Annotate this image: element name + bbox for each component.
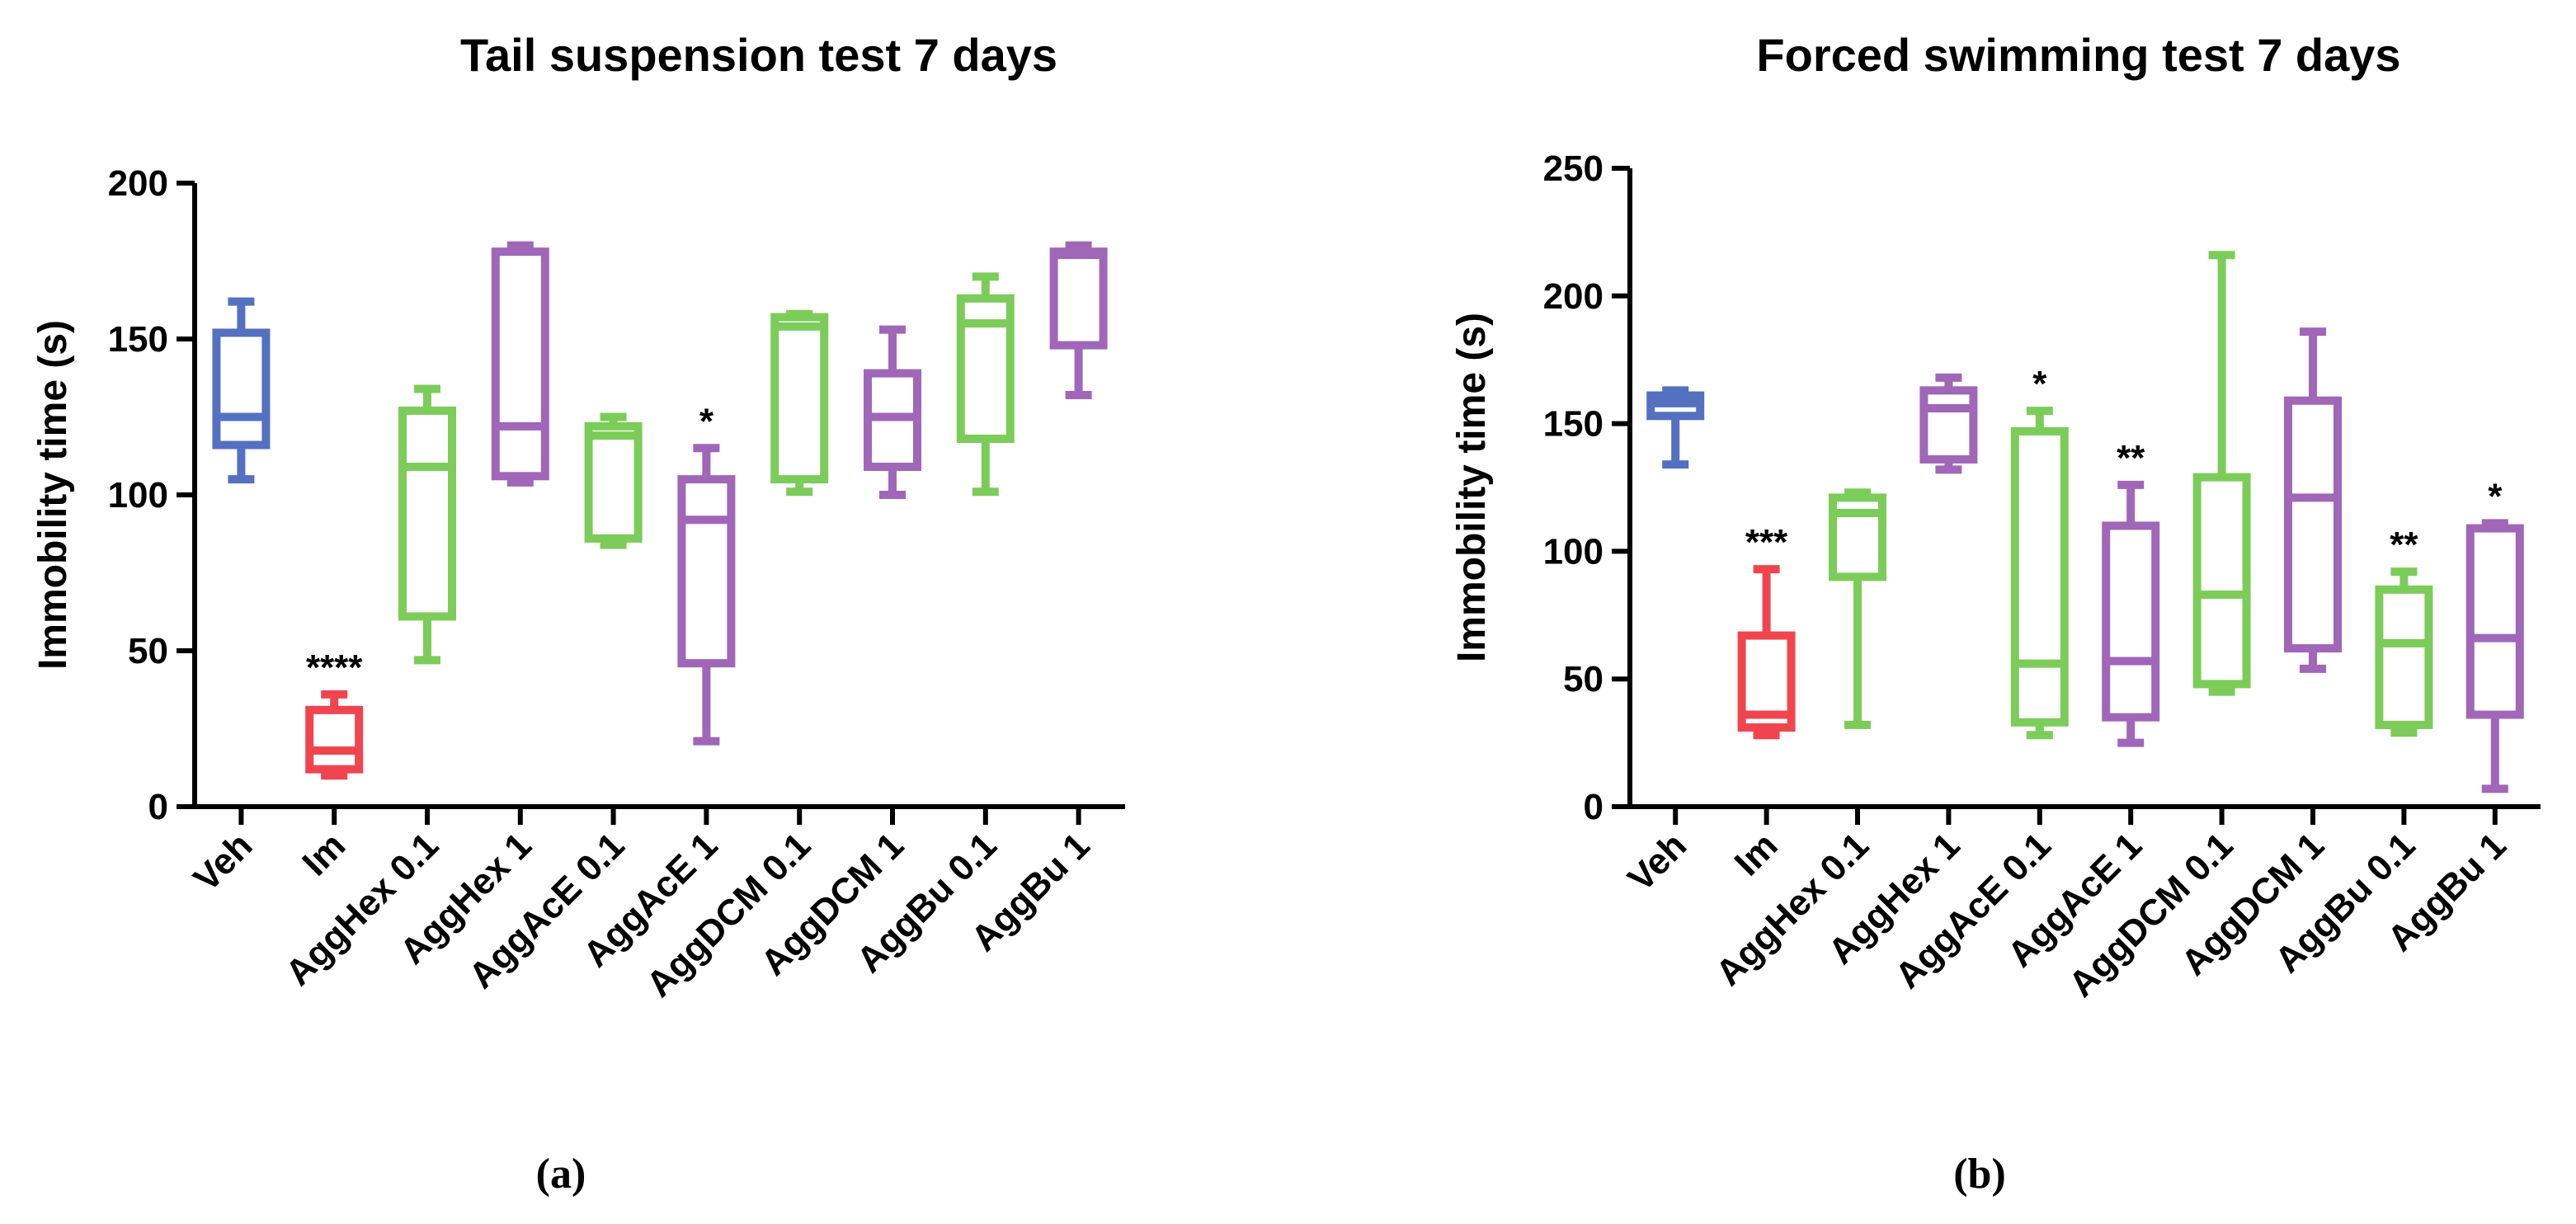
y-tick-label: 0: [148, 787, 168, 827]
y-tick-label: 50: [128, 631, 168, 671]
significance: ****: [306, 647, 363, 688]
box: [1829, 493, 1886, 581]
box: [677, 475, 736, 668]
significance: *: [2032, 364, 2047, 404]
x-tick-label: AggDCM 0.1: [638, 825, 818, 1005]
y-tick-label: 100: [1543, 531, 1604, 572]
x-tick-label: Im: [1727, 825, 1786, 883]
significance: *: [2488, 476, 2503, 516]
box: [398, 406, 456, 621]
significance: ***: [1745, 522, 1788, 563]
box: [2192, 473, 2251, 689]
box: [491, 247, 549, 481]
box: [2284, 396, 2342, 653]
x-tick-label: Veh: [186, 825, 260, 899]
y-tick-label: 50: [1563, 659, 1604, 699]
box: [305, 705, 364, 774]
significance: **: [2390, 525, 2418, 565]
significance: *: [699, 401, 714, 441]
box: [1049, 247, 1108, 350]
y-axis-label: Immobility time (s): [1450, 313, 1494, 662]
x-tick-label: Veh: [1620, 825, 1694, 899]
y-tick-label: 200: [108, 163, 168, 204]
y-axis-label: Immobility time (s): [31, 320, 75, 670]
x-tick-label: Im: [294, 825, 353, 883]
box: [212, 328, 271, 450]
panel-label: (a): [536, 1151, 586, 1198]
box: [2102, 521, 2160, 722]
box: [956, 294, 1015, 443]
y-tick-label: 0: [1584, 787, 1604, 827]
box: [584, 421, 643, 543]
chart-title: Tail suspension test 7 days: [460, 29, 1057, 81]
y-tick-label: 150: [1543, 404, 1604, 445]
y-tick-label: 150: [108, 319, 168, 360]
box: [1737, 631, 1796, 732]
box: [2375, 585, 2433, 729]
y-tick-label: 100: [108, 475, 168, 515]
significance: **: [2117, 438, 2145, 478]
box: [770, 313, 829, 484]
box: [2010, 426, 2069, 727]
chart-title: Forced swimming test 7 days: [1756, 29, 2400, 81]
box: [2465, 524, 2524, 719]
y-tick-label: 250: [1543, 148, 1604, 189]
box: [1919, 386, 1978, 464]
y-tick-label: 200: [1543, 276, 1604, 317]
panel-label: (b): [1953, 1151, 2006, 1198]
